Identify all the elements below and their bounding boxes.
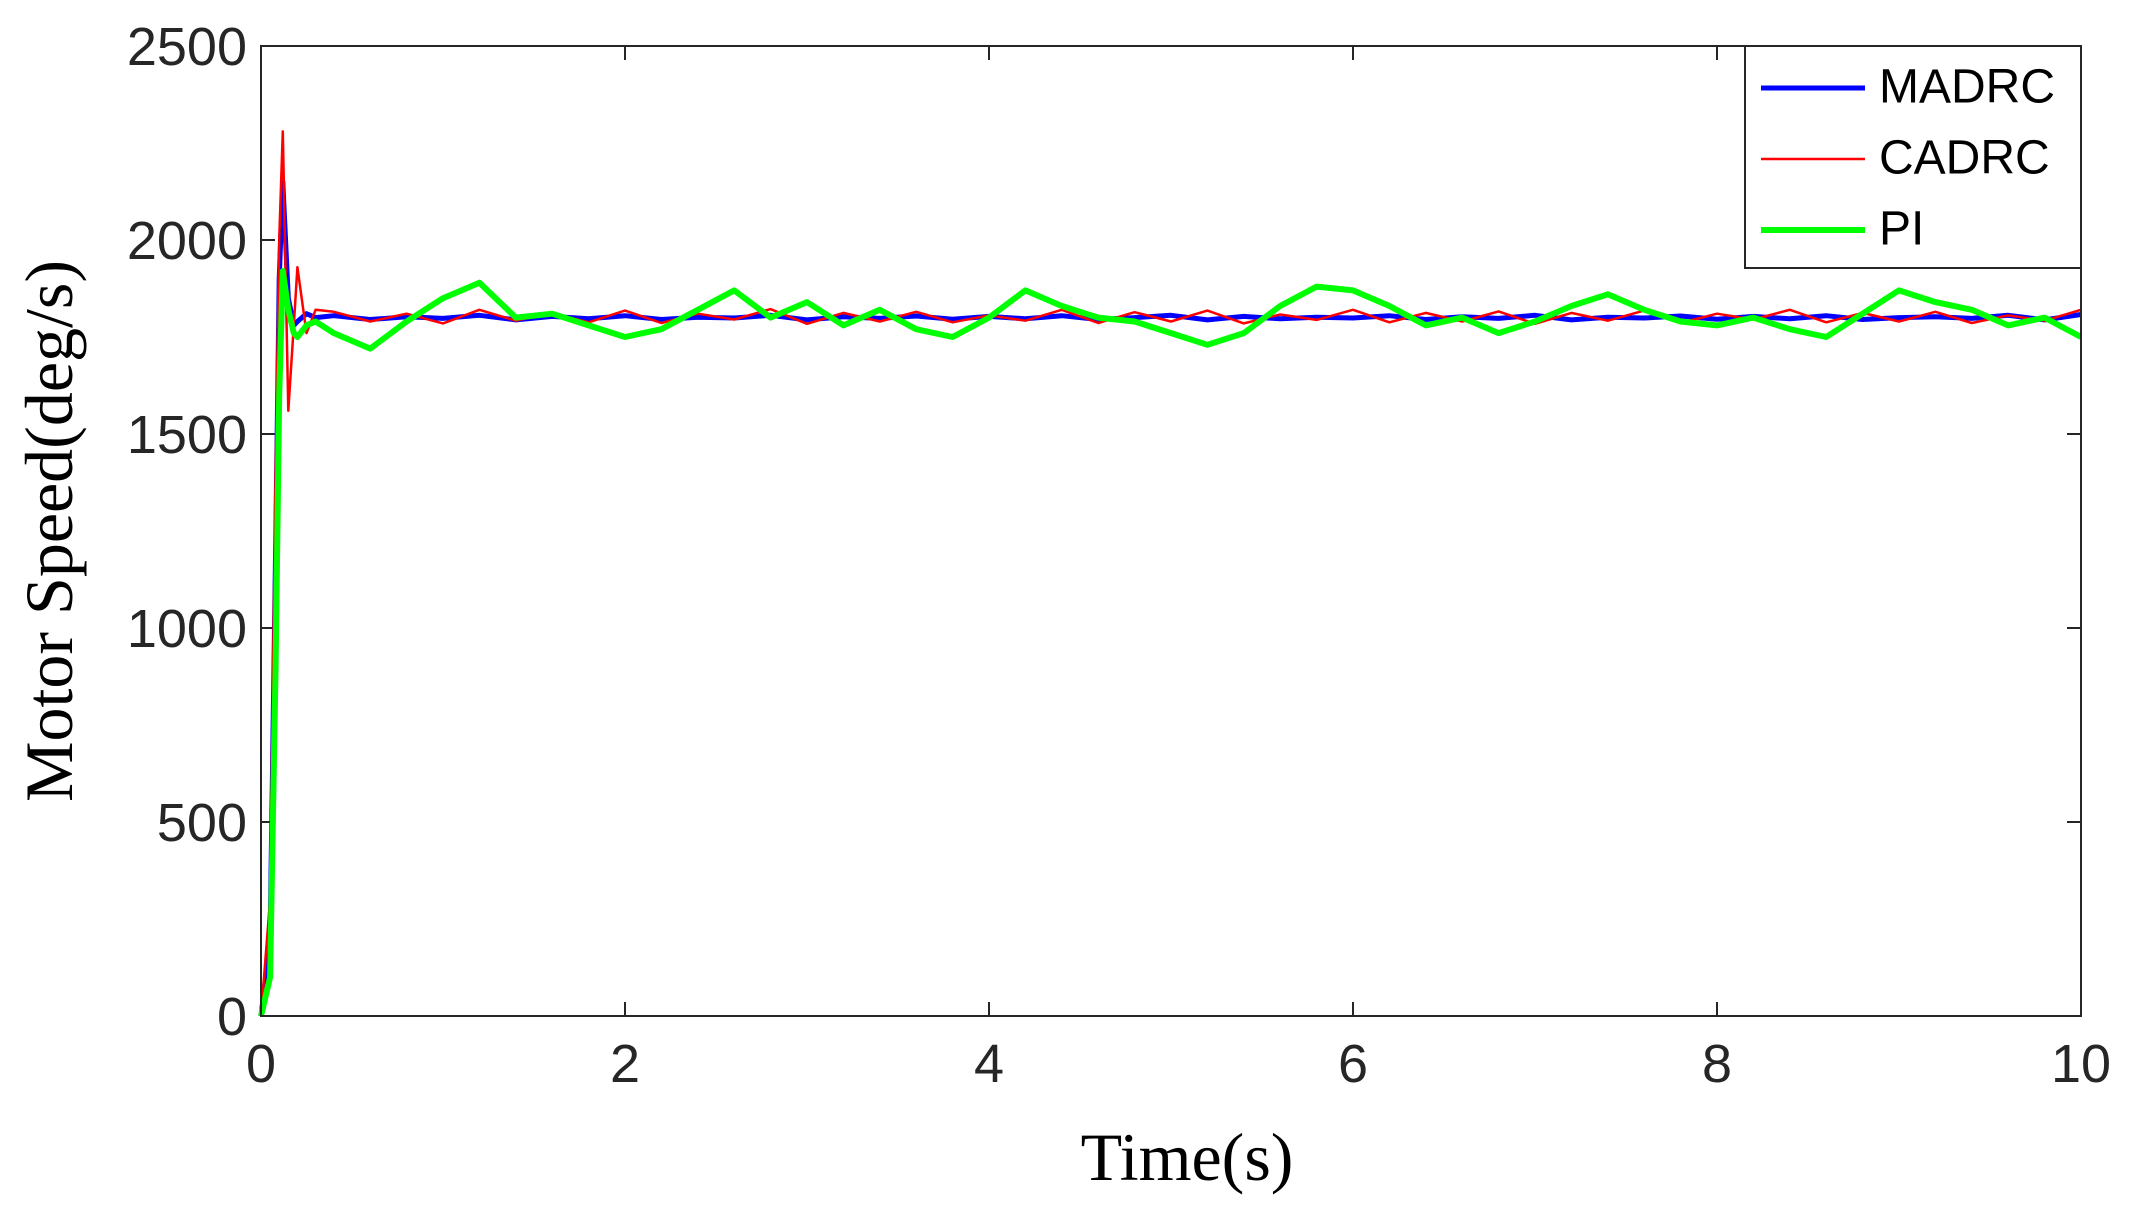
x-axis-label: Time(s) xyxy=(1081,1119,1294,1195)
line-series xyxy=(258,268,2083,1017)
y-tick-label: 2500 xyxy=(127,17,247,77)
legend: MADRC CADRC PI xyxy=(1744,45,2082,269)
legend-label: MADRC xyxy=(1879,61,2055,114)
x-tick-label: 6 xyxy=(1338,1034,1368,1094)
x-tick-label: 0 xyxy=(246,1034,276,1094)
x-tick-label: 4 xyxy=(974,1034,1004,1094)
y-tick-label: 1000 xyxy=(127,599,247,659)
y-tick-label: 500 xyxy=(157,793,247,853)
line-series xyxy=(258,179,2082,1017)
x-tick-label: 8 xyxy=(1702,1034,1732,1094)
axes-box xyxy=(260,45,2082,1017)
legend-label: PI xyxy=(1879,203,1924,256)
y-tick-label: 1500 xyxy=(127,405,247,465)
y-axis-label: Motor Speed(deg/s) xyxy=(11,260,87,802)
y-tick-label: 2000 xyxy=(127,211,247,271)
x-tick-label: 10 xyxy=(2051,1034,2111,1094)
x-tick-label: 2 xyxy=(610,1034,640,1094)
legend-label: CADRC xyxy=(1879,132,2050,185)
line-series xyxy=(259,130,2082,1017)
y-tick-label: 0 xyxy=(217,987,247,1047)
